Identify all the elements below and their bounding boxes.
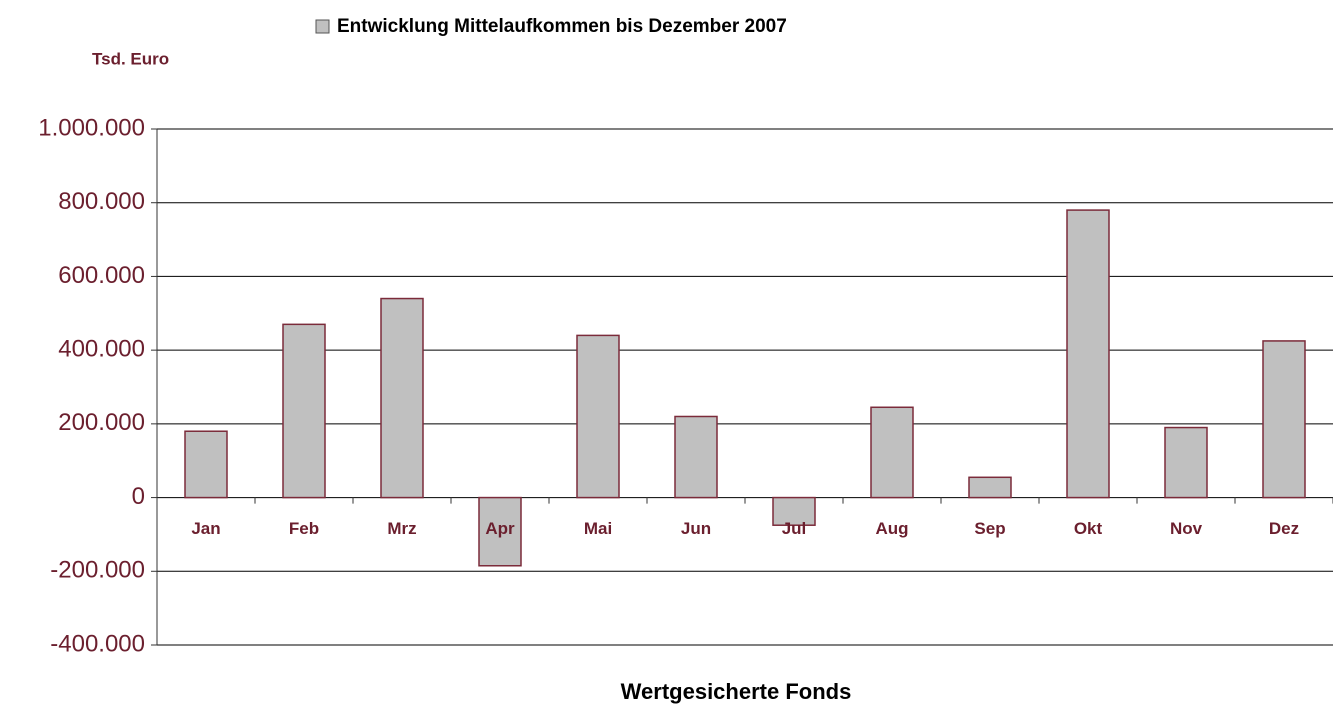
bar xyxy=(1066,209,1110,499)
x-tick-label: Sep xyxy=(974,519,1005,538)
x-tick-label: Mai xyxy=(584,519,612,538)
y-tick-label: 200.000 xyxy=(58,409,145,436)
y-tick-label: 800.000 xyxy=(58,188,145,215)
y-axis-label: Tsd. Euro xyxy=(92,49,169,68)
bar xyxy=(380,297,424,499)
x-tick-label: Jan xyxy=(191,519,220,538)
y-tick-label: 0 xyxy=(132,483,145,510)
x-axis-label: Wertgesicherte Fonds xyxy=(621,679,852,704)
x-tick-label: Apr xyxy=(485,519,515,538)
bar xyxy=(282,323,326,499)
x-tick-label: Okt xyxy=(1074,519,1103,538)
legend-swatch xyxy=(315,19,330,34)
x-tick-label: Jun xyxy=(681,519,711,538)
bar xyxy=(772,496,816,526)
x-tick-label: Jul xyxy=(782,519,807,538)
bar xyxy=(870,406,914,499)
bar xyxy=(576,334,620,499)
y-tick-label: 1.000.000 xyxy=(38,114,145,141)
bar xyxy=(1262,340,1306,499)
bar xyxy=(478,496,522,567)
bar xyxy=(1164,426,1208,499)
bar xyxy=(184,430,228,499)
y-tick-label: 600.000 xyxy=(58,262,145,289)
x-tick-label: Aug xyxy=(875,519,908,538)
bar xyxy=(968,476,1012,499)
y-tick-label: 400.000 xyxy=(58,335,145,362)
x-tick-label: Feb xyxy=(289,519,319,538)
legend-label: Entwicklung Mittelaufkommen bis Dezember… xyxy=(337,16,787,37)
y-tick-label: -200.000 xyxy=(50,557,145,584)
bar xyxy=(674,415,718,499)
x-tick-label: Nov xyxy=(1170,519,1203,538)
x-tick-label: Dez xyxy=(1269,519,1299,538)
y-tick-label: -400.000 xyxy=(50,630,145,657)
x-tick-label: Mrz xyxy=(387,519,416,538)
